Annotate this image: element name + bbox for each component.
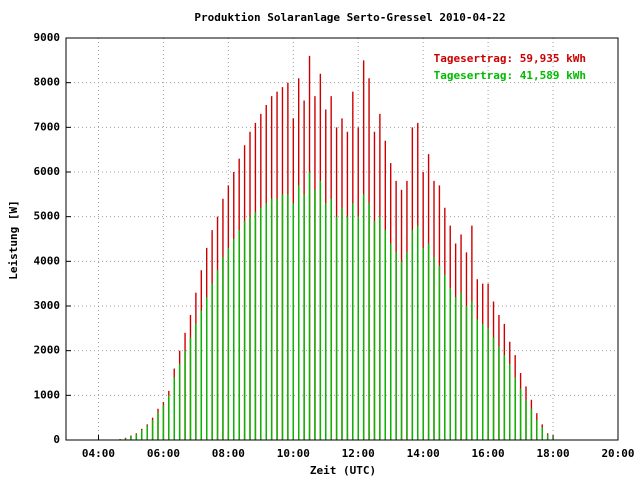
x-tick-label: 04:00 — [82, 447, 115, 460]
chart-title: Produktion Solaranlage Serto-Gressel 201… — [194, 11, 505, 24]
x-tick-label: 14:00 — [407, 447, 440, 460]
x-axis-label: Zeit (UTC) — [310, 464, 376, 477]
legend-entry: Tagesertrag: 59,935 kWh — [434, 52, 586, 65]
x-tick-label: 10:00 — [277, 447, 310, 460]
y-tick-label: 2000 — [34, 344, 61, 357]
y-axis-label: Leistung [W] — [7, 200, 20, 279]
y-tick-label: 6000 — [34, 165, 61, 178]
plot-frame — [65, 37, 619, 441]
legend-entry: Tagesertrag: 41,589 kWh — [434, 69, 586, 82]
y-tick-label: 1000 — [34, 388, 61, 401]
x-tick-label: 08:00 — [212, 447, 245, 460]
x-tick-label: 18:00 — [536, 447, 569, 460]
y-tick-label: 8000 — [34, 76, 61, 89]
y-tick-label: 3000 — [34, 299, 61, 312]
x-tick-label: 16:00 — [472, 447, 505, 460]
y-tick-label: 0 — [53, 433, 60, 446]
x-tick-label: 20:00 — [601, 447, 634, 460]
x-tick-label: 12:00 — [342, 447, 375, 460]
y-tick-label: 9000 — [34, 31, 61, 44]
y-tick-label: 4000 — [34, 254, 61, 267]
x-tick-label: 06:00 — [147, 447, 180, 460]
y-tick-label: 7000 — [34, 120, 61, 133]
y-tick-label: 5000 — [34, 210, 61, 223]
